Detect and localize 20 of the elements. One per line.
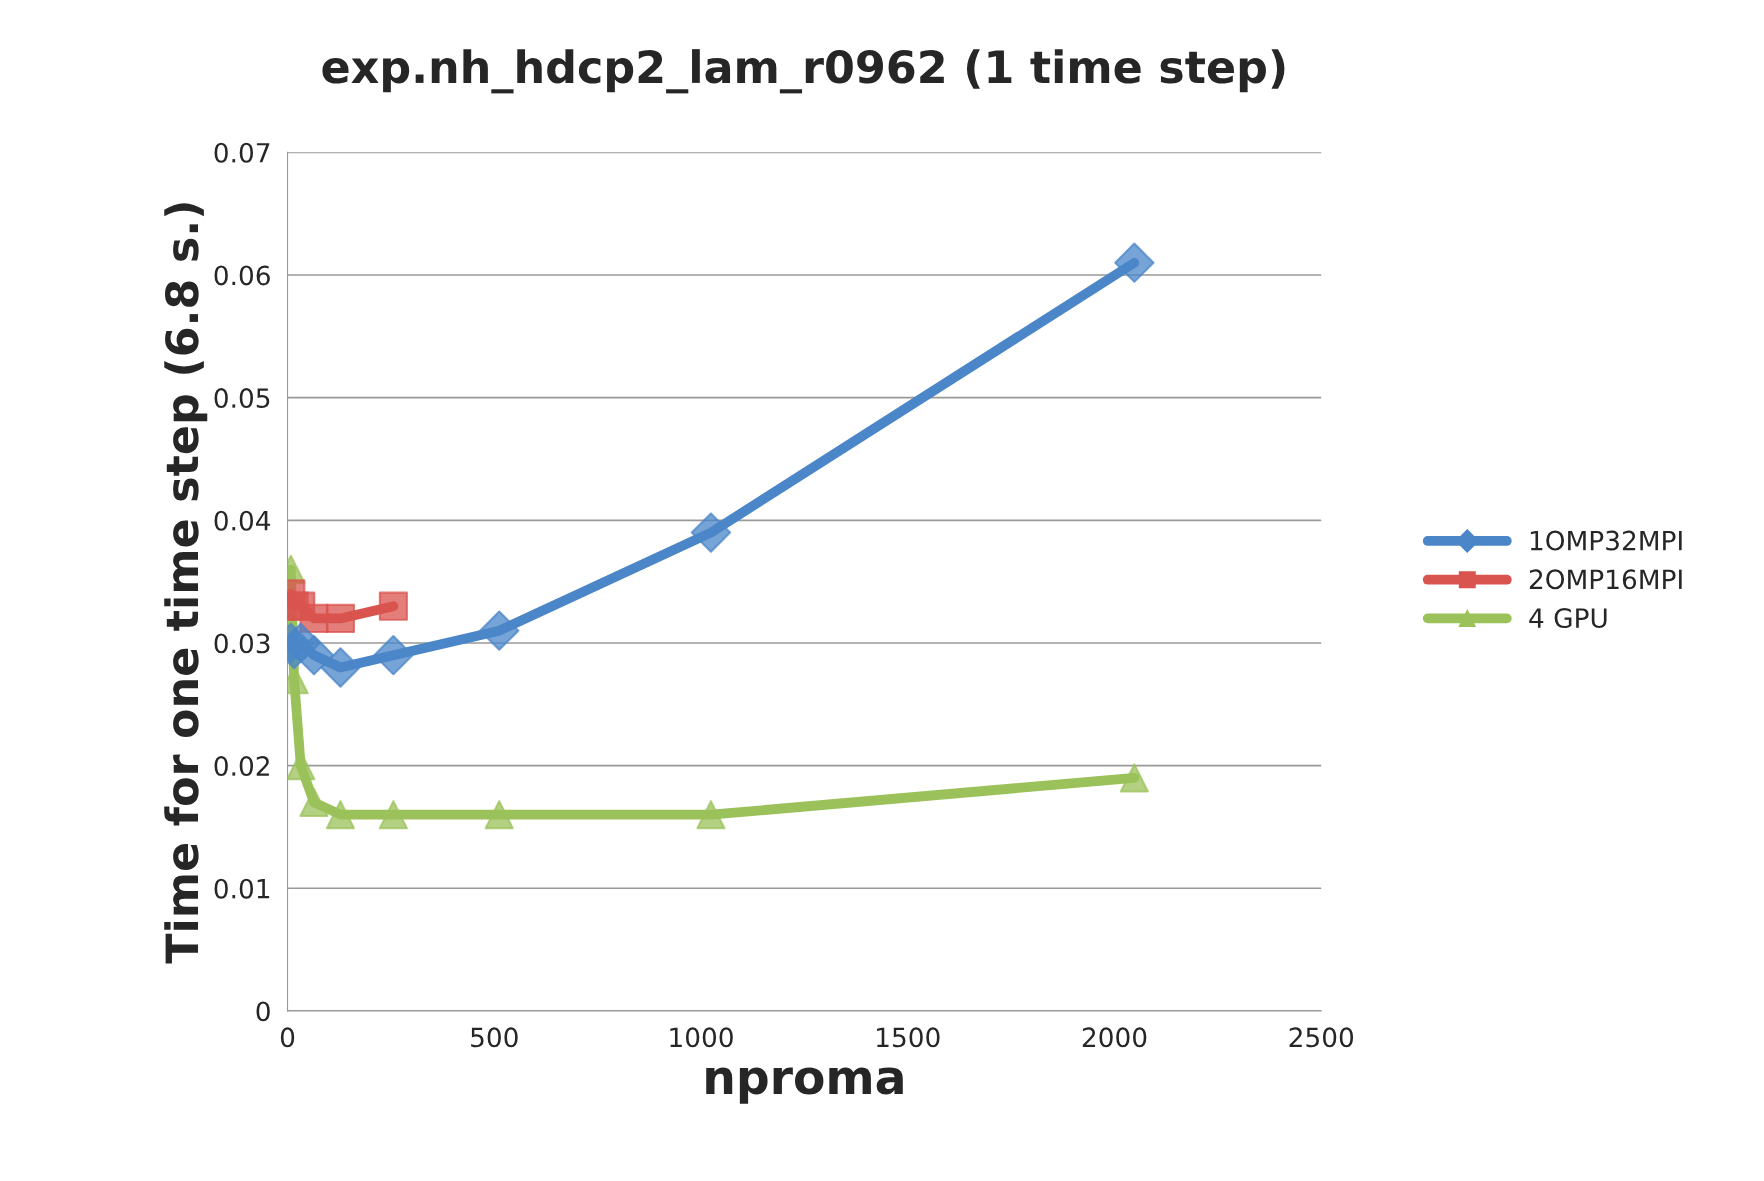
y-tick-label: 0.02: [214, 756, 269, 777]
y-tick-label: 0: [256, 1001, 270, 1022]
x-tick-label: 2500: [1289, 1027, 1354, 1048]
x-tick-label: 1000: [670, 1027, 733, 1048]
x-tick-label: 1500: [877, 1027, 940, 1048]
y-tick-label: 0.01: [214, 878, 270, 899]
y-tick-label: 0.07: [214, 142, 270, 163]
y-tick-label: 0.05: [214, 388, 270, 409]
y-tick-label: 0.03: [214, 633, 270, 654]
legend-label: 4 GPU: [1529, 608, 1607, 629]
x-tick-label: 500: [471, 1027, 518, 1048]
legend-label: 2OMP16MPI: [1529, 569, 1682, 590]
x-tick-label: 2000: [1082, 1027, 1147, 1048]
x-axis-title: nproma: [706, 1067, 903, 1104]
chart-title: exp.nh_hdcp2_lam_r0962 (1 time step): [322, 49, 1285, 94]
y-tick-label: 0.04: [214, 510, 271, 531]
legend-label: 1OMP32MPI: [1530, 530, 1682, 551]
y-axis-title: Time for one time step (6.8 s.): [164, 203, 208, 964]
y-tick-label: 0.06: [214, 265, 270, 286]
x-tick-label: 0: [280, 1027, 295, 1048]
